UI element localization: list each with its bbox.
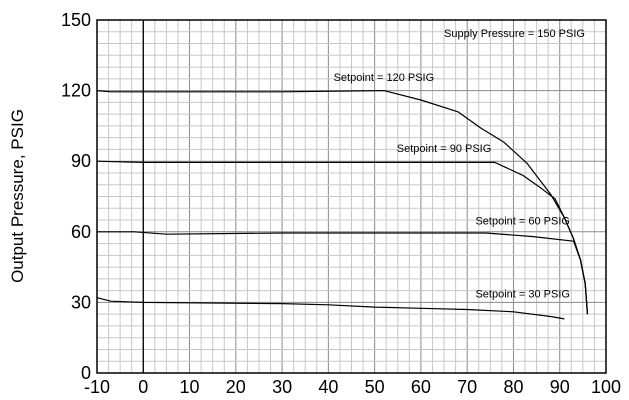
x-tick-label: 0 [138, 377, 148, 397]
plot-frame [96, 19, 607, 374]
y-tick-label: 60 [71, 222, 91, 242]
series-line-4 [96, 297, 565, 320]
series-label-4: Setpoint = 30 PSIG [475, 289, 569, 301]
x-tick-labels: -10 0 10 20 30 40 50 60 70 80 90 100 [84, 377, 621, 397]
supply-pressure-note: Supply Pressure = 150 PSIG [444, 28, 585, 40]
y-axis-label: Output Pressure, PSIG [8, 109, 27, 283]
x-tick-label: 30 [272, 377, 292, 397]
x-tick-label: 100 [591, 377, 621, 397]
x-tick-label: 20 [226, 377, 246, 397]
y-tick-label: 30 [71, 292, 91, 312]
series-label-1: Setpoint = 120 PSIG [334, 72, 435, 84]
x-tick-label: 40 [318, 377, 338, 397]
x-tick-label: 80 [503, 377, 523, 397]
x-tick-label: 60 [411, 377, 431, 397]
y-tick-label: 0 [81, 363, 91, 383]
x-tick-label: 10 [180, 377, 200, 397]
x-tick-label: -10 [84, 377, 110, 397]
y-tick-label: 90 [71, 151, 91, 171]
x-tick-label: 50 [365, 377, 385, 397]
series-label-3: Setpoint = 60 PSIG [475, 216, 569, 228]
y-tick-label: 120 [61, 81, 91, 101]
x-tick-label: 90 [550, 377, 570, 397]
series-label-2: Setpoint = 90 PSIG [397, 143, 491, 155]
series-line-3 [97, 231, 589, 315]
x-tick-label: 70 [457, 377, 477, 397]
series-layer: Setpoint = 120 PSIG Setpoint = 90 PSIG Set… [96, 72, 589, 320]
y-tick-labels: 0 30 60 90 120 150 [61, 10, 91, 383]
y-tick-label: 150 [61, 10, 91, 30]
